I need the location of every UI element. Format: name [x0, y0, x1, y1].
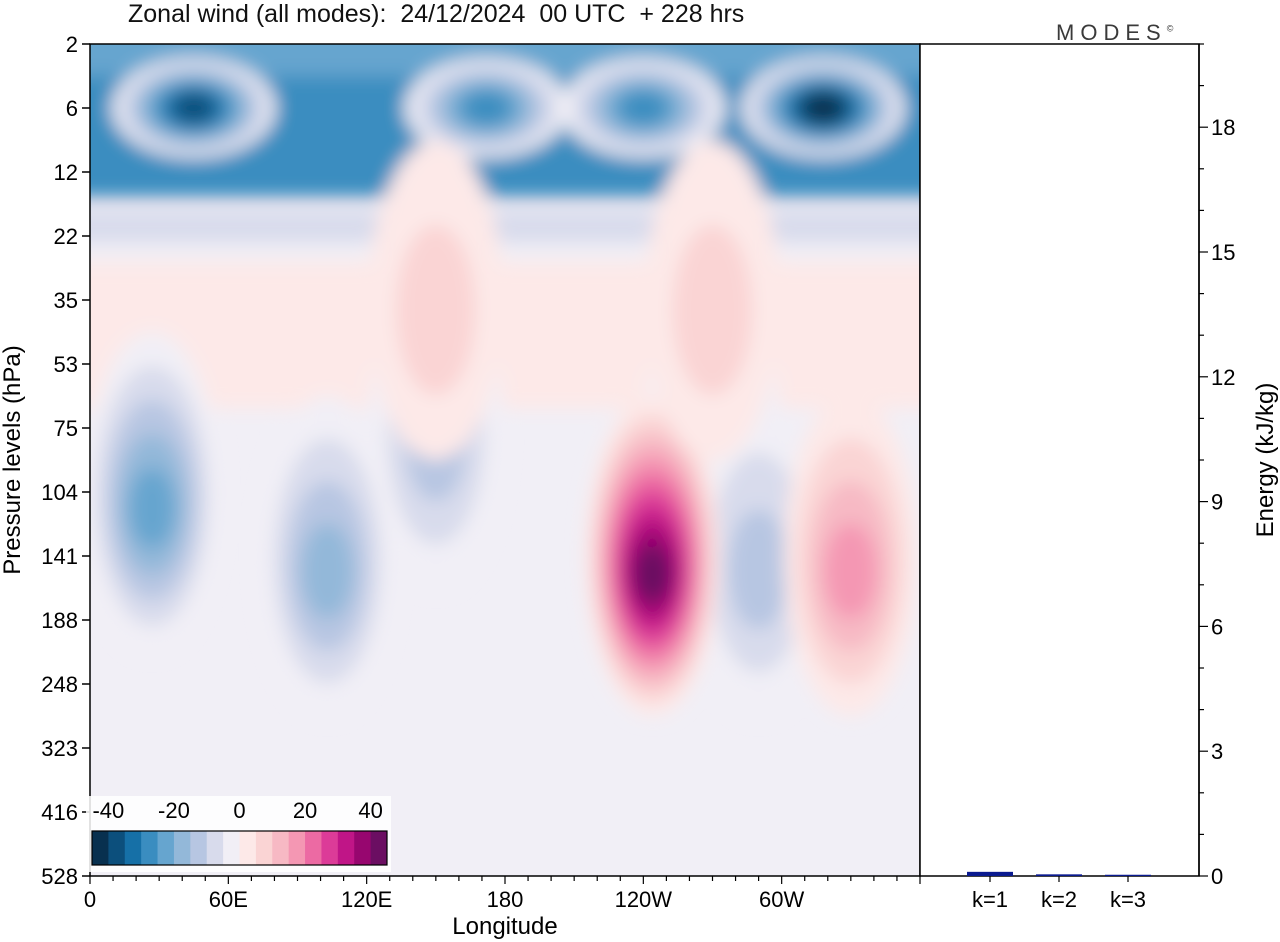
- wind-feature-9-level-8: [634, 547, 671, 601]
- wind-feature-3-level-5: [619, 91, 667, 125]
- energy-bar-k=3: [1105, 874, 1151, 876]
- wind-feature-11-level-1: [396, 225, 476, 395]
- longitude-tick-label: 120W: [615, 887, 673, 912]
- energy-category-label: k=1: [972, 887, 1008, 912]
- colorbar-swatch: [272, 831, 290, 865]
- energy-bar-k=2: [1036, 874, 1082, 876]
- x-axis-label: Longitude: [452, 913, 557, 940]
- energy-axis-label: Energy (kJ/kg): [1252, 383, 1279, 538]
- energy-tick-label: 0: [1211, 864, 1223, 889]
- longitude-tick-label: 0: [84, 887, 96, 912]
- colorbar-label: 0: [233, 798, 245, 823]
- longitude-tick-label: 60E: [209, 887, 248, 912]
- pressure-tick-label: 104: [41, 480, 78, 505]
- pressure-tick-label: 416: [41, 800, 78, 825]
- pressure-tick-label: 12: [54, 160, 78, 185]
- heatmap-axes: 2 6 12 22 35 53 75 104 141 188 248 323 416 528 Pressur…: [0, 32, 921, 940]
- pressure-tick-label: 2: [66, 32, 78, 57]
- wind-feature-4-level-4: [129, 468, 176, 548]
- copyright-mark: ©: [1166, 23, 1174, 34]
- colorbar: -40 -20 0 20 40: [86, 796, 391, 872]
- colorbar-swatch: [157, 831, 175, 865]
- colorbar-swatch: [141, 831, 159, 865]
- colorbar-label: 40: [358, 798, 382, 823]
- modes-logo-text: MODES: [1056, 20, 1167, 45]
- modes-logo: MODES©: [1056, 20, 1173, 46]
- energy-panel-frame: [919, 43, 1200, 877]
- transition-band: [90, 210, 920, 243]
- pressure-tick-label: 141: [41, 544, 78, 569]
- pressure-tick-label: 188: [41, 608, 78, 633]
- colorbar-frame: [91, 830, 388, 866]
- wind-feature-1-level-8: [803, 93, 843, 123]
- colorbar-swatch: [223, 831, 240, 865]
- colorbar-swatch: [108, 831, 126, 865]
- pressure-tick-label: 248: [41, 672, 78, 697]
- longitude-tick-label: 60W: [759, 887, 804, 912]
- colorbar-swatch: [173, 831, 191, 865]
- wind-feature-10-level-3: [825, 523, 877, 619]
- energy-tick-label: 12: [1211, 365, 1235, 390]
- colorbar-label: -40: [92, 798, 124, 823]
- longitude-tick-label: 120E: [341, 887, 392, 912]
- energy-bar-k=1: [967, 871, 1013, 876]
- wind-feature-2-level-5: [462, 91, 511, 125]
- colorbar-label: 20: [293, 798, 317, 823]
- heatmap-field: [90, 44, 920, 716]
- y-axis-label: Pressure levels (hPa): [0, 345, 26, 574]
- chart-title: Zonal wind (all modes): 24/12/2024 00 UT…: [128, 0, 745, 28]
- colorbar-swatch: [92, 831, 109, 865]
- colorbar-swatch: [354, 831, 372, 865]
- longitude-tick-label: 180: [487, 887, 524, 912]
- energy-category-label: k=2: [1041, 887, 1077, 912]
- pressure-tick-label: 6: [66, 96, 78, 121]
- colorbar-swatch: [288, 831, 306, 865]
- wind-feature-12-level-1: [673, 225, 752, 395]
- wind-feature-8-level-2: [728, 509, 789, 630]
- pressure-tick-label: 53: [54, 352, 78, 377]
- energy-tick-label: 3: [1211, 739, 1223, 764]
- colorbar-swatch: [370, 831, 388, 865]
- colorbar-swatch: [305, 831, 322, 865]
- pressure-tick-label: 323: [41, 736, 78, 761]
- colorbar-label: -20: [158, 798, 190, 823]
- energy-tick-label: 15: [1211, 240, 1235, 265]
- pressure-tick-label: 528: [41, 864, 78, 889]
- colorbar-swatch: [321, 831, 339, 865]
- colorbar-swatch: [255, 831, 273, 865]
- pressure-tick-label: 35: [54, 288, 78, 313]
- colorbar-swatch: [337, 831, 355, 865]
- colorbar-swatch: [190, 831, 208, 865]
- zonal-wind-heatmap: [90, 44, 920, 876]
- colorbar-swatch: [124, 831, 142, 865]
- wind-feature-5-level-3: [301, 523, 354, 619]
- wind-feature-0-level-7: [173, 93, 215, 123]
- pressure-tick-label: 75: [54, 416, 78, 441]
- energy-category-label: k=3: [1110, 887, 1146, 912]
- energy-tick-label: 9: [1211, 490, 1223, 515]
- weak-westerly-band: [90, 261, 920, 409]
- colorbar-swatch: [206, 831, 224, 865]
- energy-tick-label: 18: [1211, 115, 1235, 140]
- energy-tick-label: 6: [1211, 614, 1223, 639]
- energy-bar-chart: 0 3 6 9 12 15 18 Energy (kJ/kg) k=1 k=2 k=3: [919, 43, 1279, 912]
- colorbar-swatch: [239, 831, 257, 865]
- pressure-tick-label: 22: [54, 224, 78, 249]
